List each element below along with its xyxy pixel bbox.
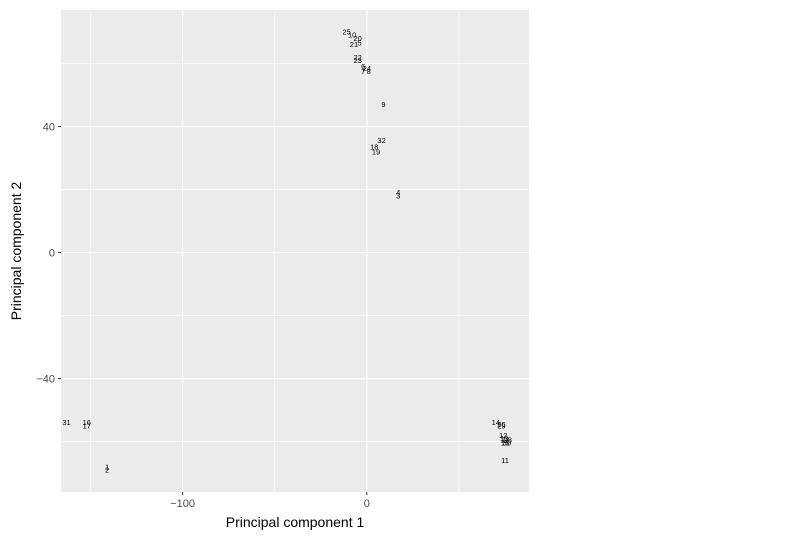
point-label: 24 <box>363 64 371 73</box>
point-label: 27 <box>501 436 509 445</box>
x-tick-label: −100 <box>170 498 195 510</box>
point-label: 22 <box>353 53 361 62</box>
point-label: 8 <box>367 67 371 76</box>
point-label: 26 <box>497 420 505 429</box>
point-label: 28 <box>504 436 512 445</box>
point-label: 6 <box>361 62 365 71</box>
x-axis-title: Principal component 1 <box>226 514 365 530</box>
point-label: 10 <box>348 31 356 40</box>
plot-panel <box>61 10 529 492</box>
point-label: 31 <box>62 418 70 427</box>
x-tick-label: 0 <box>364 498 370 510</box>
x-axis-ticks: −100 0 <box>170 492 370 510</box>
y-axis-ticks: −40 0 40 <box>36 122 61 386</box>
point-label: 1 <box>105 462 109 471</box>
y-tick-label: −40 <box>36 374 55 386</box>
point-label: 23 <box>353 56 361 65</box>
point-label: 13 <box>500 434 508 443</box>
point-label: 9 <box>381 100 385 109</box>
point-label: 20 <box>353 34 361 43</box>
y-tick-label: 40 <box>43 122 55 134</box>
major-gridlines <box>61 10 529 492</box>
point-label: 5 <box>357 39 361 48</box>
point-label: 30 <box>503 439 511 448</box>
point-label: 29 <box>497 421 505 430</box>
point-label: 7 <box>361 67 365 76</box>
point-label: 21 <box>350 40 358 49</box>
y-tick-label: 0 <box>49 248 55 260</box>
point-label: 25 <box>342 28 350 37</box>
point-label: 11 <box>501 456 509 465</box>
minor-gridlines <box>61 10 529 492</box>
point-label: 15 <box>501 439 509 448</box>
point-label: 2 <box>105 465 109 474</box>
point-label: 4 <box>396 188 400 197</box>
point-label: 12 <box>499 431 507 440</box>
point-label: 32 <box>377 136 385 145</box>
point-label: 19 <box>372 147 380 156</box>
point-label: 14 <box>492 418 500 427</box>
point-label: 18 <box>370 143 378 152</box>
point-label: 17 <box>83 421 91 430</box>
point-label: 16 <box>83 418 91 427</box>
y-axis-title: Principal component 2 <box>8 182 24 321</box>
point-label: 3 <box>396 191 400 200</box>
